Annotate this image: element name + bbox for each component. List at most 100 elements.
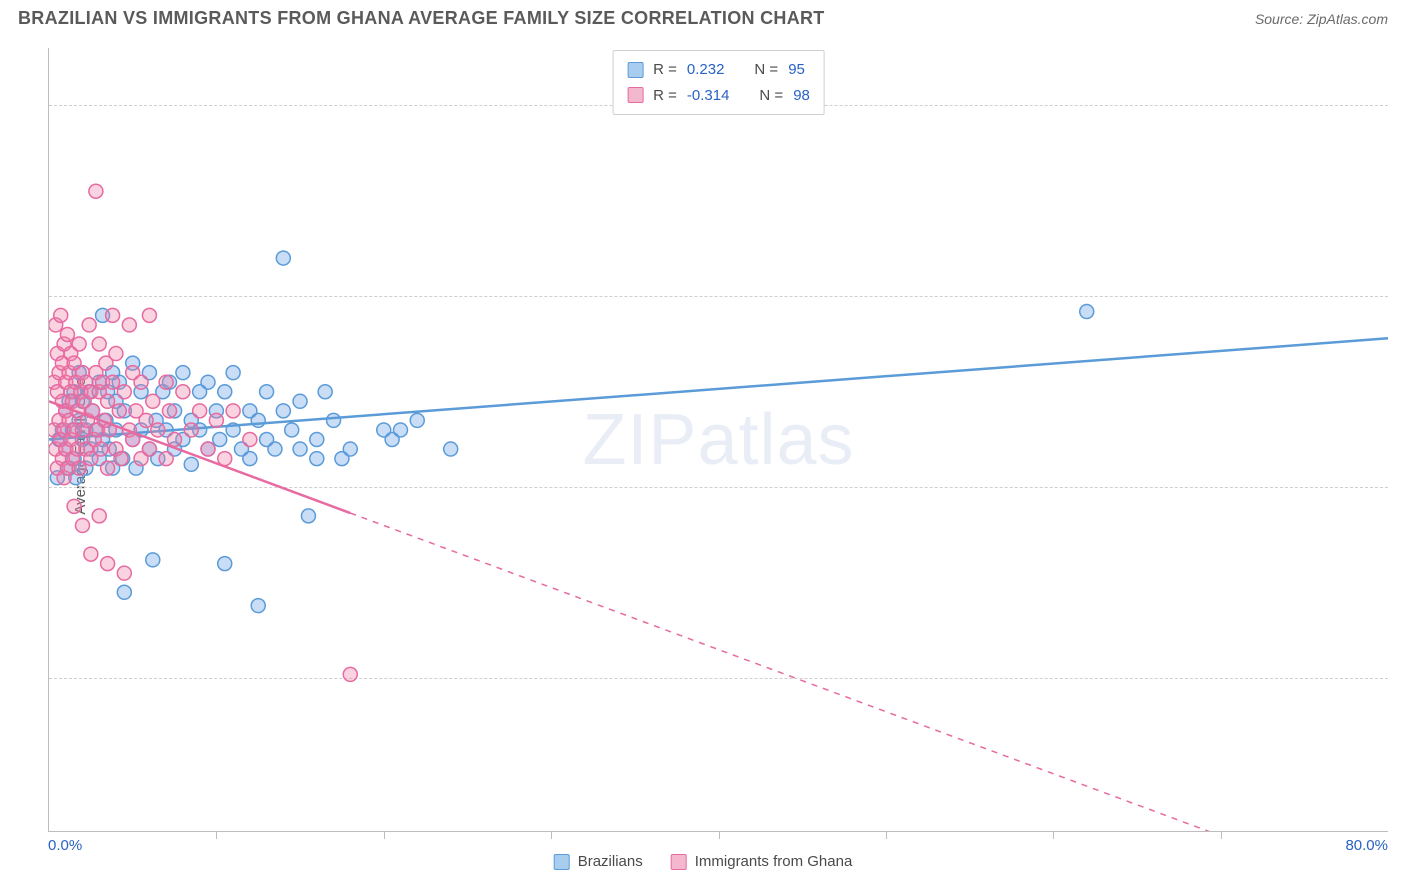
data-point [1080,305,1094,319]
data-point [410,413,424,427]
data-point [142,308,156,322]
data-point [276,251,290,265]
legend-stats-box: R = 0.232 N = 95 R = -0.314 N = 98 [612,50,825,115]
data-point [226,366,240,380]
trend-line-extrapolated [350,513,1388,831]
legend-swatch-blue [627,62,643,78]
legend-item-brazilians: Brazilians [554,853,643,870]
data-point [109,347,123,361]
legend-series-box: Brazilians Immigrants from Ghana [554,853,853,870]
data-point [176,385,190,399]
data-point [327,413,341,427]
data-point [226,404,240,418]
data-point [343,667,357,681]
data-point [60,327,74,341]
data-point [151,423,165,437]
trend-line [49,338,1388,439]
x-tick [719,831,720,839]
data-point [444,442,458,456]
legend-r-label: R = [653,83,677,109]
data-point [285,423,299,437]
x-tick [1053,831,1054,839]
data-point [268,442,282,456]
data-point [139,413,153,427]
data-point [310,452,324,466]
data-point [67,499,81,513]
data-point [184,423,198,437]
y-tick-label: 4.00 [1394,288,1406,305]
data-point [251,599,265,613]
data-point [213,433,227,447]
data-point [201,442,215,456]
x-tick [551,831,552,839]
chart-source: Source: ZipAtlas.com [1255,11,1388,27]
data-point [163,404,177,418]
x-tick [1221,831,1222,839]
data-point [218,385,232,399]
data-point [82,318,96,332]
data-point [89,184,103,198]
data-point [146,394,160,408]
legend-r-value: 0.232 [687,57,725,83]
data-point [293,394,307,408]
data-point [117,385,131,399]
legend-n-value: 95 [788,57,805,83]
data-point [193,404,207,418]
data-point [134,375,148,389]
data-point [112,404,126,418]
legend-n-value: 98 [793,83,810,109]
data-point [106,375,120,389]
data-point [201,375,215,389]
data-point [260,385,274,399]
legend-n-label: N = [754,57,778,83]
data-point [301,509,315,523]
legend-swatch-pink [671,854,687,870]
x-tick [384,831,385,839]
data-point [72,337,86,351]
chart-header: BRAZILIAN VS IMMIGRANTS FROM GHANA AVERA… [0,0,1406,35]
data-point [209,413,223,427]
data-point [117,566,131,580]
data-point [101,557,115,571]
data-point [243,433,257,447]
legend-r-label: R = [653,57,677,83]
y-tick-label: 2.00 [1394,670,1406,687]
legend-item-label: Brazilians [578,853,643,870]
legend-item-ghana: Immigrants from Ghana [671,853,853,870]
data-point [184,457,198,471]
data-point [114,452,128,466]
data-point [142,442,156,456]
legend-n-label: N = [759,83,783,109]
x-tick [216,831,217,839]
data-point [117,585,131,599]
data-point [54,308,68,322]
scatter-svg [49,48,1388,831]
y-tick-label: 5.00 [1394,97,1406,114]
x-tick [886,831,887,839]
legend-stats-row: R = 0.232 N = 95 [627,57,810,83]
legend-r-value: -0.314 [687,83,730,109]
data-point [146,553,160,567]
data-point [101,394,115,408]
data-point [84,547,98,561]
data-point [159,375,173,389]
data-point [92,509,106,523]
data-point [159,452,173,466]
data-point [243,452,257,466]
data-point [92,337,106,351]
data-point [218,557,232,571]
data-point [276,404,290,418]
x-axis-max-label: 80.0% [1345,837,1388,854]
data-point [318,385,332,399]
data-point [393,423,407,437]
data-point [122,318,136,332]
chart-plot-area: ZIPatlas R = 0.232 N = 95 R = -0.314 N =… [48,48,1388,832]
data-point [343,442,357,456]
data-point [75,518,89,532]
y-tick-label: 3.00 [1394,479,1406,496]
data-point [310,433,324,447]
data-point [106,308,120,322]
legend-item-label: Immigrants from Ghana [695,853,853,870]
data-point [293,442,307,456]
data-point [72,461,86,475]
